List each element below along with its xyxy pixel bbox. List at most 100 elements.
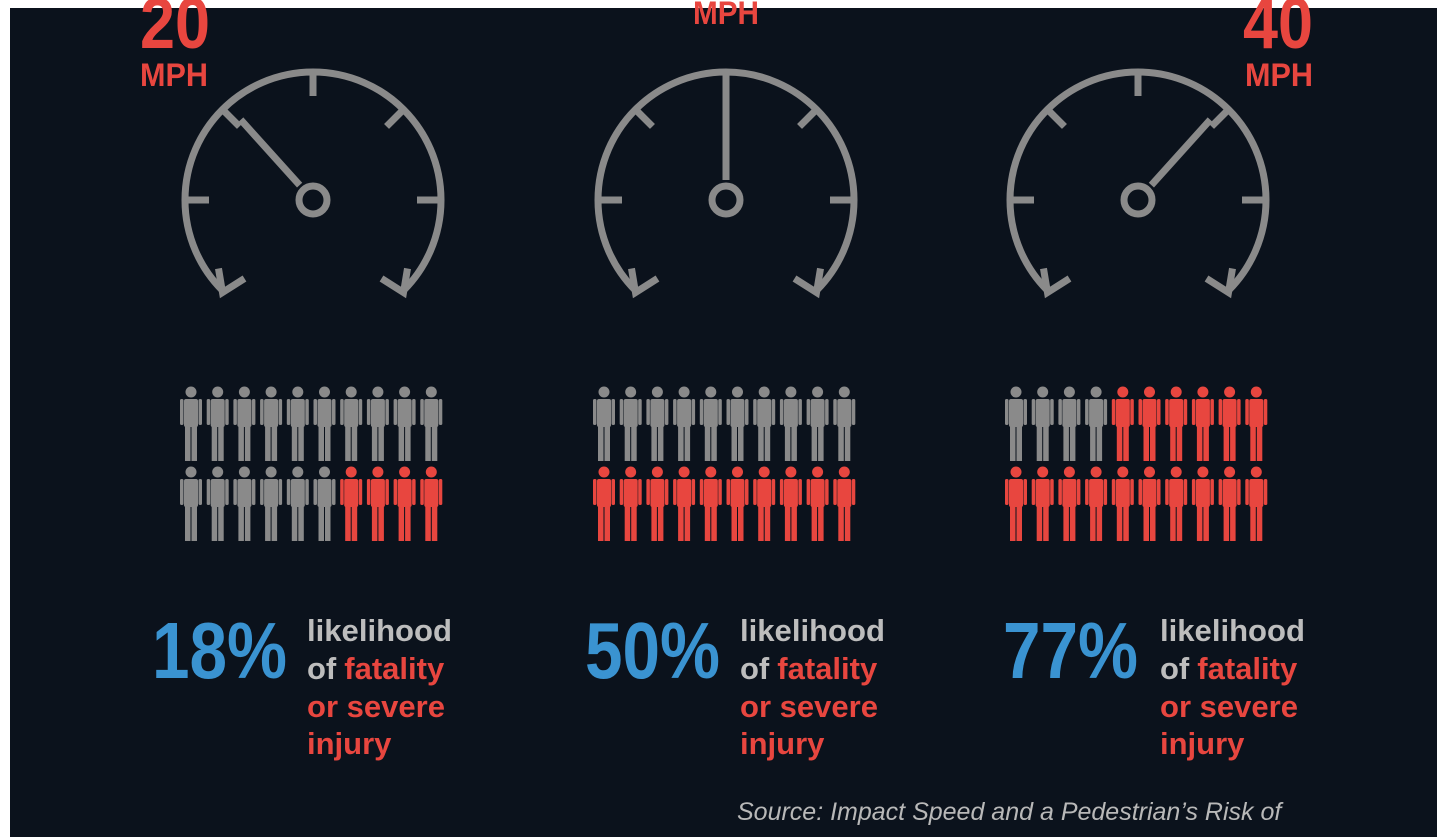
leg xyxy=(211,506,218,541)
leg xyxy=(1069,426,1076,461)
person-icon xyxy=(313,466,336,541)
leg xyxy=(244,426,251,461)
leg xyxy=(1143,506,1149,541)
arm xyxy=(366,399,371,425)
torso xyxy=(703,479,718,507)
arm xyxy=(771,399,776,425)
person-icon xyxy=(1191,466,1214,541)
torso xyxy=(1249,399,1264,427)
leg xyxy=(604,426,610,461)
torso xyxy=(317,399,332,427)
leg xyxy=(1203,506,1209,541)
arm xyxy=(1111,399,1116,425)
leg xyxy=(291,426,298,461)
arm xyxy=(619,479,624,505)
arm xyxy=(233,479,237,505)
leg xyxy=(378,426,384,461)
person-icon xyxy=(286,466,309,541)
head xyxy=(425,386,437,398)
torso xyxy=(1169,399,1184,427)
torso xyxy=(783,479,798,507)
person-icon xyxy=(420,386,443,461)
arm xyxy=(691,479,696,505)
arm xyxy=(1005,479,1009,505)
arm xyxy=(1165,399,1169,425)
person-icon xyxy=(260,386,283,461)
leg xyxy=(405,426,411,461)
arm xyxy=(260,399,264,425)
arm xyxy=(1130,479,1134,505)
leg xyxy=(738,426,744,461)
arm xyxy=(726,479,730,505)
torso xyxy=(264,479,279,507)
arm xyxy=(664,479,669,505)
arm xyxy=(225,479,229,505)
head xyxy=(1197,466,1209,478)
torso xyxy=(1169,479,1184,507)
arm xyxy=(1076,479,1081,505)
description-word: of xyxy=(307,651,337,686)
arm xyxy=(1050,479,1054,505)
torso xyxy=(397,399,412,427)
arm xyxy=(593,399,597,425)
torso xyxy=(424,479,439,507)
gauge-tick xyxy=(797,107,819,129)
arm xyxy=(1111,479,1116,505)
head xyxy=(1010,386,1022,398)
description-line: injury xyxy=(1160,726,1245,761)
head xyxy=(1117,386,1129,398)
torso xyxy=(210,479,225,507)
leg xyxy=(405,506,411,541)
arm xyxy=(420,399,424,425)
person-icon xyxy=(726,386,749,461)
person-icon xyxy=(699,466,722,541)
torso xyxy=(290,479,305,507)
description-line: of fatality xyxy=(1160,651,1298,686)
arm xyxy=(806,479,811,505)
torso xyxy=(1222,479,1237,507)
head xyxy=(812,386,824,398)
leg xyxy=(238,426,244,461)
torso xyxy=(597,479,611,507)
torso xyxy=(184,399,198,427)
arm xyxy=(1031,399,1036,425)
arm xyxy=(1237,399,1241,425)
leg xyxy=(624,426,631,461)
arm xyxy=(1058,399,1062,425)
torso xyxy=(677,479,692,507)
arm xyxy=(1157,479,1161,505)
leg xyxy=(731,506,737,541)
person-icon xyxy=(206,466,229,541)
arm xyxy=(438,399,443,425)
leg xyxy=(1150,506,1156,541)
arm xyxy=(1245,399,1249,425)
leg xyxy=(598,426,604,461)
person-icon xyxy=(1138,466,1161,541)
head xyxy=(1144,466,1155,478)
person-icon xyxy=(1005,466,1027,541)
arm xyxy=(1263,479,1268,505)
head xyxy=(238,386,250,398)
head xyxy=(345,386,357,398)
torso xyxy=(650,399,665,427)
torso xyxy=(184,479,198,507)
description-word: of xyxy=(740,651,770,686)
torso xyxy=(1142,479,1157,507)
arm xyxy=(1237,479,1241,505)
head xyxy=(1197,386,1209,398)
arm xyxy=(180,399,184,425)
arm xyxy=(691,399,696,425)
leg xyxy=(764,506,771,541)
description-line: injury xyxy=(740,726,825,761)
arm xyxy=(1210,399,1214,425)
speed-value: 20 xyxy=(140,0,210,64)
head xyxy=(185,386,197,398)
head xyxy=(1224,386,1236,398)
percent: 50% xyxy=(585,606,720,695)
leg xyxy=(631,426,637,461)
torso xyxy=(1222,399,1237,427)
person-icon xyxy=(206,386,229,461)
head xyxy=(678,466,690,478)
leg xyxy=(425,506,431,541)
head xyxy=(705,466,717,478)
